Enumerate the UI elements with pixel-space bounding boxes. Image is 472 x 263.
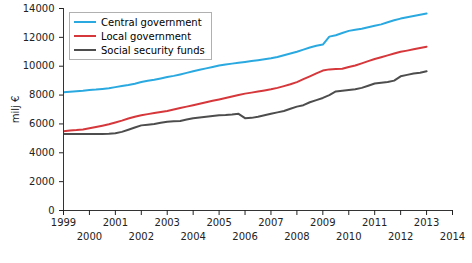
svg-text:milj €: milj € — [10, 96, 21, 124]
svg-text:8000: 8000 — [29, 89, 54, 100]
svg-text:14000: 14000 — [23, 3, 55, 14]
svg-text:2007: 2007 — [258, 217, 283, 228]
svg-text:2014: 2014 — [440, 231, 465, 242]
svg-text:2000: 2000 — [77, 231, 102, 242]
html-text:Central government: Central government — [101, 16, 202, 28]
svg-text:2006: 2006 — [232, 231, 257, 242]
svg-text:4000: 4000 — [29, 147, 54, 158]
html-text:Local government: Local government — [101, 30, 192, 42]
svg-text:6000: 6000 — [29, 118, 54, 129]
svg-text:2005: 2005 — [206, 217, 231, 228]
html-text:Social security funds: Social security funds — [101, 44, 205, 56]
svg-text:2012: 2012 — [388, 231, 413, 242]
svg-text:2001: 2001 — [103, 217, 128, 228]
svg-text:2003: 2003 — [155, 217, 180, 228]
svg-text:2013: 2013 — [414, 217, 439, 228]
svg-text:2009: 2009 — [310, 217, 335, 228]
svg-text:12000: 12000 — [23, 32, 55, 43]
svg-text:2002: 2002 — [129, 231, 154, 242]
svg-text:2010: 2010 — [336, 231, 361, 242]
svg-text:2008: 2008 — [284, 231, 309, 242]
svg-text:2000: 2000 — [29, 176, 54, 187]
svg-text:10000: 10000 — [23, 60, 55, 71]
svg-text:0: 0 — [48, 205, 54, 216]
svg-text:2004: 2004 — [180, 231, 205, 242]
svg-text:1999: 1999 — [51, 217, 76, 228]
svg-text:2011: 2011 — [362, 217, 387, 228]
